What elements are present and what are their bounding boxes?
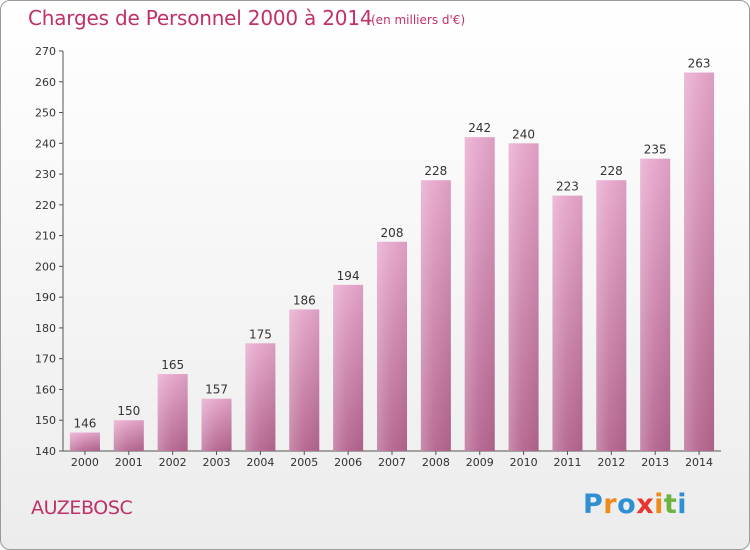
town-name: AUZEBOSC [31,497,133,519]
x-tick-label: 2008 [422,456,450,469]
bar-highlight [289,309,320,451]
x-tick-label: 2007 [378,456,406,469]
data-label: 263 [688,57,711,71]
y-tick-label: 220 [35,199,56,212]
x-tick-label: 2004 [246,456,274,469]
x-tick-label: 2009 [466,456,494,469]
bar-highlight [552,195,583,451]
y-tick-label: 240 [35,137,56,150]
x-tick-label: 2012 [597,456,625,469]
data-label: 150 [117,404,140,418]
x-tick-label: 2005 [290,456,318,469]
chart-subtitle: (en milliers d'€) [371,13,466,27]
data-label: 194 [337,269,360,283]
axes: 140 150 160 170 180 190 200 210 220 230 240 250 260 2… [35,45,721,469]
x-tick-label: 2011 [553,456,581,469]
bar-highlight [464,137,495,451]
y-tick-label: 140 [35,445,56,458]
data-label: 223 [556,180,579,194]
data-label: 242 [468,121,491,135]
bar-highlight [69,432,100,451]
data-label: 208 [381,226,404,240]
data-label: 228 [600,164,623,178]
x-tick-label: 2003 [203,456,231,469]
chart-title: Charges de Personnel 2000 à 2014 [28,6,373,30]
y-tick-label: 170 [35,353,56,366]
data-label: 228 [424,164,447,178]
bars [69,72,715,452]
y-tick-label: 200 [35,260,56,273]
y-tick-label: 250 [35,107,56,120]
y-tick-label: 160 [35,383,56,396]
bar-highlight [420,180,451,451]
y-tick-label: 260 [35,76,56,89]
data-label: 165 [161,358,184,372]
y-tick-label: 190 [35,291,56,304]
y-tick-label: 230 [35,168,56,181]
bar-highlight [201,398,232,451]
x-tick-label: 2013 [641,456,669,469]
data-label: 157 [205,383,228,397]
data-label: 240 [512,127,535,141]
x-tick-label: 2002 [159,456,187,469]
data-label: 146 [73,417,96,431]
y-tick-label: 270 [35,45,56,58]
y-tick-label: 180 [35,322,56,335]
data-labels: 146 150 165 157 175 186 194 208 228 242 240 223 228 2… [73,57,710,431]
bar-highlight [245,343,276,451]
bar-highlight [596,180,627,451]
data-label: 235 [644,143,667,157]
y-tick-label: 210 [35,230,56,243]
x-tick-label: 2010 [510,456,538,469]
x-tick-label: 2014 [685,456,713,469]
bar-highlight [157,374,188,451]
x-tick-label: 2001 [115,456,143,469]
bar-highlight [684,72,715,452]
bar-highlight [640,158,671,451]
x-tick-label: 2006 [334,456,362,469]
bar-highlight [508,143,539,452]
data-label: 186 [293,293,316,307]
bar-highlight [333,284,364,451]
bar-highlight [113,420,144,451]
x-tick-label: 2000 [71,456,99,469]
y-tick-label: 150 [35,414,56,427]
data-label: 175 [249,327,272,341]
bar-highlight [377,241,407,451]
proxiti-logo: Proxiti [583,489,688,520]
